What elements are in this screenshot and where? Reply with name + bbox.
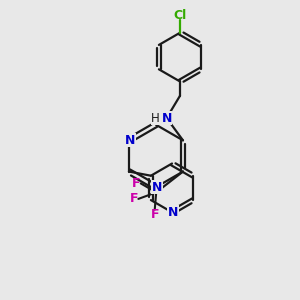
Text: N: N [168, 206, 178, 219]
Text: N: N [152, 181, 162, 194]
Text: H: H [151, 112, 160, 124]
Text: Cl: Cl [173, 9, 187, 22]
Text: F: F [132, 177, 141, 190]
Text: N: N [124, 134, 135, 147]
Text: F: F [151, 208, 159, 221]
Text: N: N [161, 112, 172, 124]
Text: F: F [130, 192, 139, 206]
